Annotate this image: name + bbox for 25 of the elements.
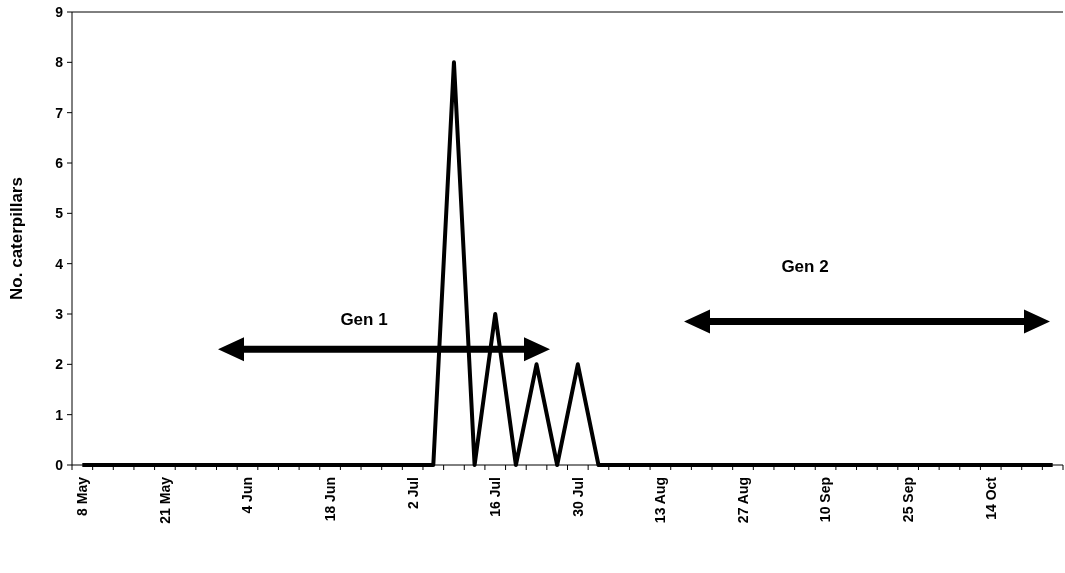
y-tick-label: 7 [55, 104, 64, 121]
x-tick-label: 21 May [156, 476, 173, 524]
y-axis-title: No. caterpillars [7, 177, 26, 300]
annotation: Gen 1 [340, 310, 388, 329]
y-tick-label: 6 [55, 154, 64, 171]
y-tick-label: 1 [55, 406, 64, 423]
y-tick-label: 9 [55, 3, 64, 20]
x-tick-label: 14 Oct [982, 476, 999, 520]
y-tick-label: 8 [55, 54, 64, 71]
annotation: Gen 2 [781, 257, 829, 276]
x-tick-label: 4 Jun [239, 477, 256, 514]
x-tick-label: 18 Jun [321, 477, 338, 522]
x-tick-label: 25 Sep [900, 477, 917, 523]
y-tick-label: 2 [55, 356, 64, 373]
y-tick-label: 4 [55, 255, 64, 272]
y-tick-label: 3 [55, 305, 64, 322]
x-tick-label: 30 Jul [569, 477, 586, 517]
x-tick-label: 13 Aug [652, 477, 669, 524]
x-tick-label: 2 Jul [404, 477, 421, 509]
y-tick-label: 5 [55, 205, 64, 222]
x-tick-label: 8 May [74, 476, 91, 516]
x-tick-label: 27 Aug [734, 477, 751, 524]
x-tick-label: 10 Sep [817, 477, 834, 523]
y-tick-label: 0 [55, 456, 64, 473]
x-tick-label: 16 Jul [487, 477, 504, 517]
